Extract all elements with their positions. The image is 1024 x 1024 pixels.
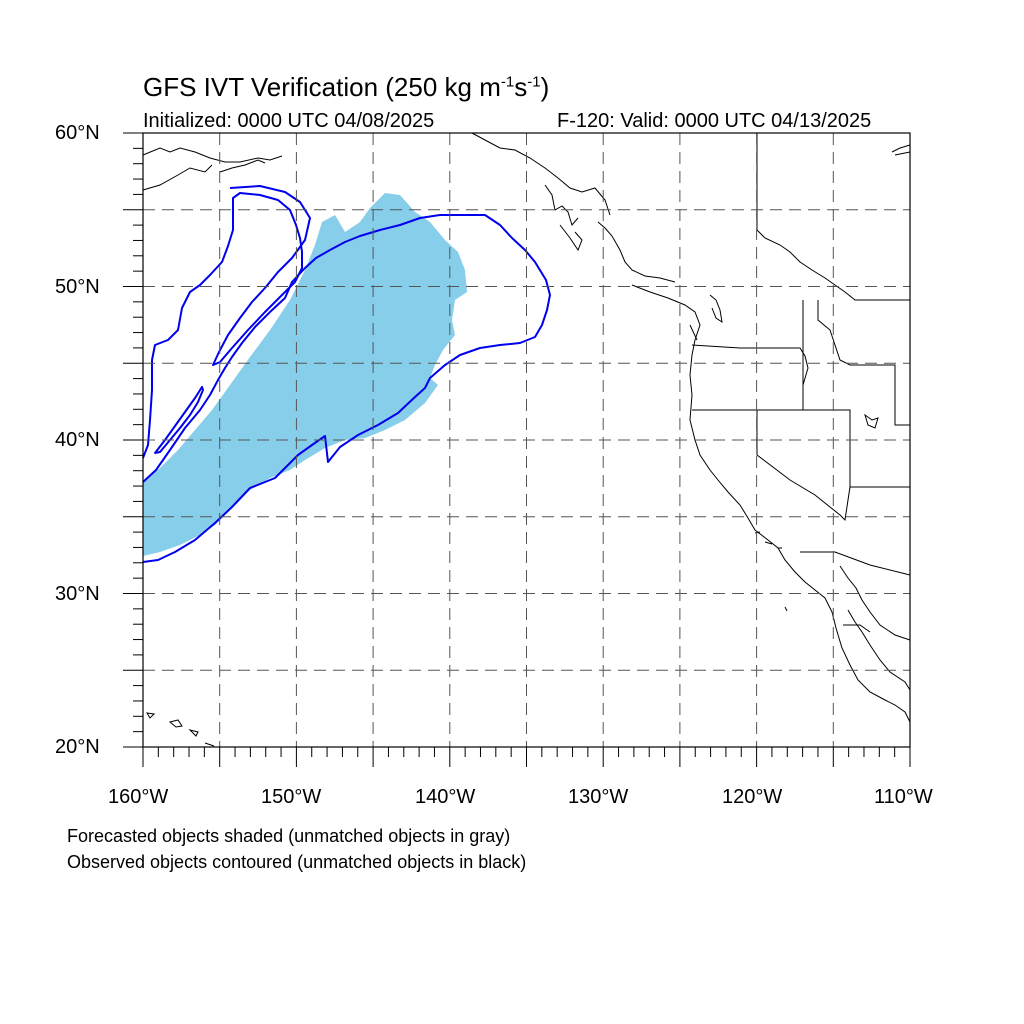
lon-label-110w: 110°W [874, 786, 933, 808]
lon-label-120w: 120°W [722, 786, 783, 808]
forecast-object-shading [143, 193, 467, 556]
coastlines [142, 132, 911, 747]
lat-label-60n: 60°N [55, 122, 100, 144]
title-exponent-2: -1 [527, 73, 541, 91]
lon-label-160w: 160°W [108, 786, 169, 808]
chart-title: GFS IVT Verification (250 kg m-1s-1) [143, 72, 549, 103]
lat-label-50n: 50°N [55, 276, 100, 298]
title-main: GFS IVT Verification (250 kg m [143, 72, 501, 102]
lon-label-140w: 140°W [415, 786, 476, 808]
valid-label: F-120: Valid: 0000 UTC 04/13/2025 [557, 110, 872, 132]
initialized-label: Initialized: 0000 UTC 04/08/2025 [143, 110, 435, 132]
title-exponent-1: -1 [500, 73, 515, 91]
observed-note: Observed objects contoured (unmatched ob… [67, 852, 527, 872]
observed-object-contour-sliver [154, 386, 204, 454]
axis-ticks [123, 132, 911, 767]
map-frame [142, 132, 911, 748]
forecast-note: Forecasted objects shaded (unmatched obj… [67, 826, 511, 846]
lat-label-40n: 40°N [55, 429, 100, 451]
observed-object-contour-north [142, 185, 311, 459]
title-end: ) [540, 72, 550, 102]
lon-label-130w: 130°W [568, 786, 629, 808]
lon-label-150w: 150°W [261, 786, 322, 808]
title-mid: s [514, 72, 528, 102]
lat-label-20n: 20°N [55, 736, 100, 758]
gridlines [143, 133, 910, 747]
lat-label-30n: 30°N [55, 583, 100, 605]
